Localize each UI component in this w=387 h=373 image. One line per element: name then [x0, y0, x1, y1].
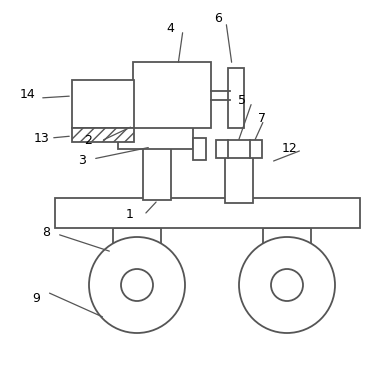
- Text: 8: 8: [42, 226, 50, 238]
- Text: 2: 2: [84, 134, 92, 147]
- Bar: [133, 62, 211, 128]
- Text: 1: 1: [126, 207, 134, 220]
- Circle shape: [239, 237, 335, 333]
- Bar: [263, 228, 311, 288]
- Bar: [118, 125, 193, 149]
- Bar: [228, 68, 244, 128]
- Bar: [216, 140, 262, 158]
- Bar: [72, 80, 134, 128]
- Text: 4: 4: [166, 22, 174, 34]
- Bar: [55, 198, 360, 228]
- Bar: [72, 128, 134, 142]
- Text: 5: 5: [238, 94, 246, 107]
- Bar: [143, 148, 171, 200]
- Circle shape: [121, 269, 153, 301]
- Text: 3: 3: [78, 154, 86, 166]
- Text: 9: 9: [32, 292, 40, 304]
- Bar: [225, 148, 253, 203]
- Text: 13: 13: [34, 132, 50, 144]
- Text: 6: 6: [214, 12, 222, 25]
- Text: 7: 7: [258, 112, 266, 125]
- Circle shape: [271, 269, 303, 301]
- Bar: [113, 228, 161, 288]
- Bar: [193, 138, 206, 160]
- Text: 12: 12: [282, 141, 298, 154]
- Text: 14: 14: [20, 88, 36, 101]
- Circle shape: [89, 237, 185, 333]
